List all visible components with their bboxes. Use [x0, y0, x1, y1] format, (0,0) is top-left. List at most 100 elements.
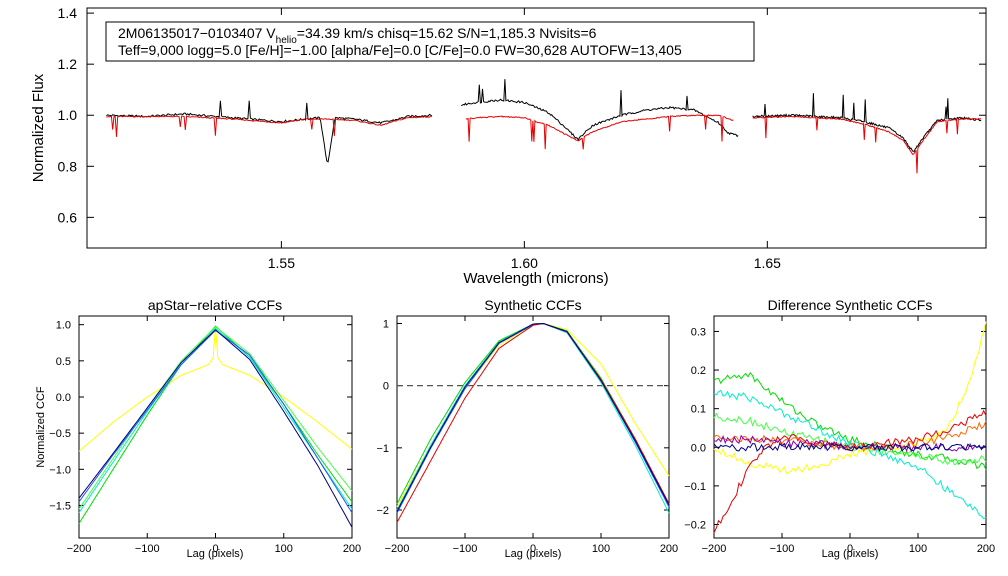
- x-tick-label: 1.65: [754, 255, 781, 271]
- synthetic-y-tick-labels: −2 −1 0 1: [376, 318, 389, 517]
- difference-plot-frame: [713, 315, 987, 539]
- apstar-x-axis-label: Lag (pixels): [187, 548, 244, 560]
- x-tick-label: 1.60: [511, 255, 538, 271]
- series-orange: [713, 420, 987, 453]
- series-yellow: [713, 321, 987, 475]
- x-tick-label: −100: [453, 543, 478, 555]
- difference-x-tick-labels: −200 −100 0 100 200: [702, 543, 996, 555]
- x-tick-label: 1.55: [268, 255, 295, 271]
- spectrum-plot-frame: [86, 7, 987, 249]
- apstar-plot-frame: [78, 315, 353, 539]
- spectrum-ticks: [87, 8, 986, 248]
- spectrum-y-axis-label: Normalized Flux: [30, 73, 47, 182]
- apstar-ccf-panel: apStar−relative CCFs −200 −100 0 100 200…: [35, 297, 361, 560]
- x-tick-label: 200: [660, 543, 678, 555]
- info-line-1-subscript: helio: [276, 35, 298, 46]
- series-green: [396, 322, 670, 505]
- synthetic-x-tick-labels: −200 −100 0 100 200: [385, 543, 679, 555]
- series-red: [396, 323, 670, 523]
- y-tick-label: −0.1: [684, 481, 706, 493]
- x-tick-label: 0: [847, 543, 853, 555]
- x-tick-label: −200: [702, 543, 727, 555]
- series-observed-segment-3: [752, 93, 982, 152]
- spectrum-curves: [106, 79, 982, 174]
- series-synthetic-segment-1: [106, 115, 432, 137]
- x-tick-label: −100: [135, 543, 160, 555]
- info-line-2: Teff=9,000 logg=5.0 [Fe/H]=−1.00 [alpha/…: [118, 42, 682, 58]
- apstar-curves: [78, 325, 353, 528]
- x-tick-label: 0: [530, 543, 536, 555]
- y-tick-label: 0.0: [56, 392, 71, 404]
- series-green: [713, 371, 987, 471]
- series-observed-segment-1: [106, 100, 433, 163]
- synthetic-curves: [396, 322, 670, 523]
- apstar-x-tick-labels: −200 −100 0 100 200: [67, 543, 362, 555]
- difference-x-axis-label: Lag (pixels): [822, 548, 879, 560]
- y-tick-label: −0.5: [49, 428, 71, 440]
- x-tick-label: 100: [275, 543, 293, 555]
- info-line-1-values: =34.39 km/s chisq=15.62 S/N=1,185.3 Nvis…: [297, 25, 597, 41]
- series-purple: [713, 434, 987, 453]
- series-navy: [713, 442, 987, 452]
- series-red: [713, 409, 987, 534]
- series-cyan: [78, 327, 353, 513]
- series-light-green: [713, 412, 987, 466]
- y-tick-label: 0.6: [58, 209, 78, 225]
- x-tick-label: 0: [212, 543, 218, 555]
- series-yellow: [78, 326, 353, 452]
- apstar-ticks: [78, 316, 353, 538]
- y-tick-label: 1.0: [58, 107, 78, 123]
- series-blue: [396, 323, 670, 514]
- series-green: [78, 325, 353, 524]
- x-tick-label: −200: [385, 543, 410, 555]
- apstar-y-tick-labels: −1.5 −1.0 −0.5 0.0 0.5 1.0: [49, 320, 71, 513]
- y-tick-label: 0.0: [691, 442, 706, 454]
- y-tick-label: 0.2: [691, 365, 706, 377]
- y-tick-label: 0.5: [56, 356, 71, 368]
- x-tick-label: 200: [343, 543, 361, 555]
- spectrum-x-axis-label: Wavelength (microns): [463, 270, 608, 287]
- series-navy: [78, 329, 353, 528]
- series-yellow: [396, 323, 670, 508]
- y-tick-label: 0: [383, 381, 389, 393]
- difference-ccf-panel: Difference Synthetic CCFs −200 −100 0 10…: [684, 297, 995, 560]
- y-tick-label: 0.8: [58, 158, 78, 174]
- stellar-info-box: 2M06135017−0103407 Vhelio=34.39 km/s chi…: [105, 21, 755, 62]
- x-tick-label: 100: [592, 543, 610, 555]
- difference-y-tick-labels: −0.2 −0.1 0.0 0.1 0.2 0.3: [684, 326, 706, 531]
- y-tick-label: −1.5: [49, 500, 71, 512]
- y-tick-label: −0.2: [684, 519, 706, 531]
- x-tick-label: −200: [67, 543, 92, 555]
- series-cyan: [396, 322, 670, 514]
- y-tick-label: 0.3: [691, 326, 706, 338]
- series-blue: [78, 329, 353, 513]
- spectrum-x-tick-labels: 1.55 1.60 1.65: [268, 255, 781, 271]
- series-synthetic-segment-3: [752, 115, 982, 174]
- x-tick-label: 200: [977, 543, 995, 555]
- difference-ticks: [713, 316, 987, 538]
- series-observed-segment-2: [461, 79, 739, 141]
- spectrum-panel: 1.55 1.60 1.65 0.6 0.8 1.0 1.2 1.4 Wavel…: [30, 5, 987, 287]
- synthetic-ccf-panel: Synthetic CCFs −200 −100 0 100 200 −2 −1…: [376, 297, 678, 560]
- series-light-green: [78, 326, 353, 510]
- info-box-frame: [105, 21, 755, 62]
- y-tick-label: 1.2: [58, 56, 78, 72]
- info-line-1-star: 2M06135017−0103407 V: [118, 25, 276, 41]
- y-tick-label: −1.0: [49, 464, 71, 476]
- difference-curves: [713, 321, 987, 534]
- y-tick-label: 1.0: [56, 320, 71, 332]
- synthetic-x-axis-label: Lag (pixels): [505, 548, 562, 560]
- y-tick-label: 1: [383, 318, 389, 330]
- difference-ccf-title: Difference Synthetic CCFs: [768, 297, 933, 313]
- apstar-ccf-title: apStar−relative CCFs: [148, 297, 282, 313]
- x-tick-label: −100: [770, 543, 795, 555]
- apstar-y-axis-label: Normalized CCF: [35, 386, 47, 468]
- x-tick-label: 100: [909, 543, 927, 555]
- y-tick-label: −2: [376, 505, 389, 517]
- info-line-1: 2M06135017−0103407 Vhelio=34.39 km/s chi…: [118, 25, 597, 46]
- y-tick-label: −1: [376, 443, 389, 455]
- synthetic-ccf-title: Synthetic CCFs: [484, 297, 581, 313]
- spectrum-y-tick-labels: 0.6 0.8 1.0 1.2 1.4: [58, 5, 78, 225]
- series-navy: [396, 322, 670, 512]
